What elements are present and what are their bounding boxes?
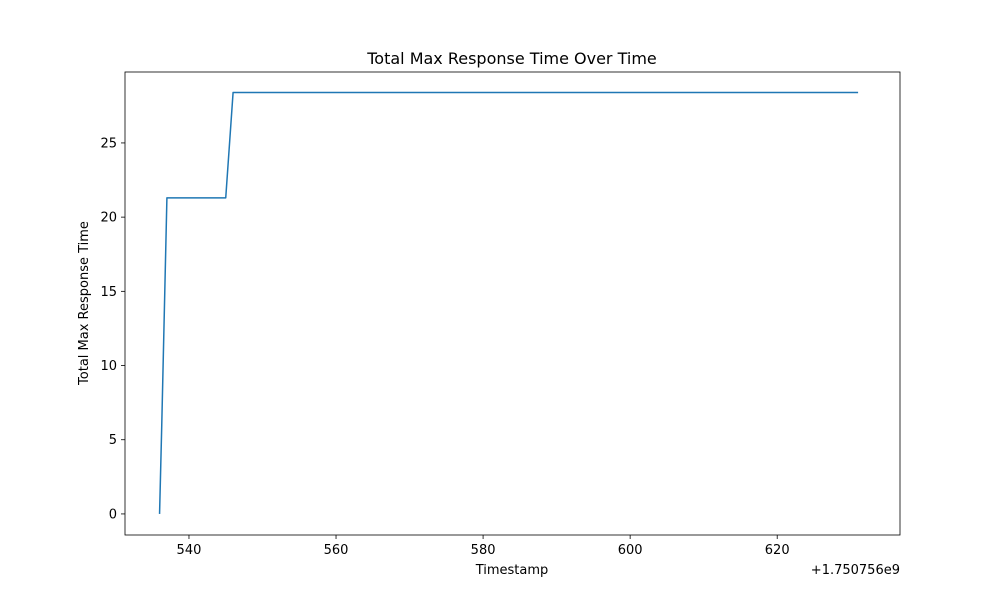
y-tick-label: 15 [100, 285, 117, 300]
y-tick-label: 25 [100, 136, 117, 151]
x-tick-label: 580 [471, 543, 496, 558]
y-tick-label: 10 [100, 359, 117, 374]
y-axis: 0 5 10 15 20 25 [100, 136, 125, 522]
y-tick-label: 5 [109, 433, 117, 448]
y-tick-label: 0 [109, 507, 117, 522]
plot-frame [124, 71, 901, 536]
x-tick-label: 560 [324, 543, 349, 558]
x-tick-label: 620 [765, 543, 790, 558]
x-axis: 540 560 580 600 620 [177, 535, 790, 558]
y-tick-label: 20 [100, 211, 117, 226]
x-tick-label: 540 [177, 543, 202, 558]
x-axis-offset-label: +1.750756e9 [811, 563, 900, 578]
series-line [158, 91, 859, 514]
chart-title: Total Max Response Time Over Time [366, 49, 657, 68]
x-axis-label: Timestamp [475, 563, 549, 578]
plot-area [124, 71, 901, 536]
x-tick-label: 600 [618, 543, 643, 558]
y-axis-label: Total Max Response Time [77, 221, 92, 386]
